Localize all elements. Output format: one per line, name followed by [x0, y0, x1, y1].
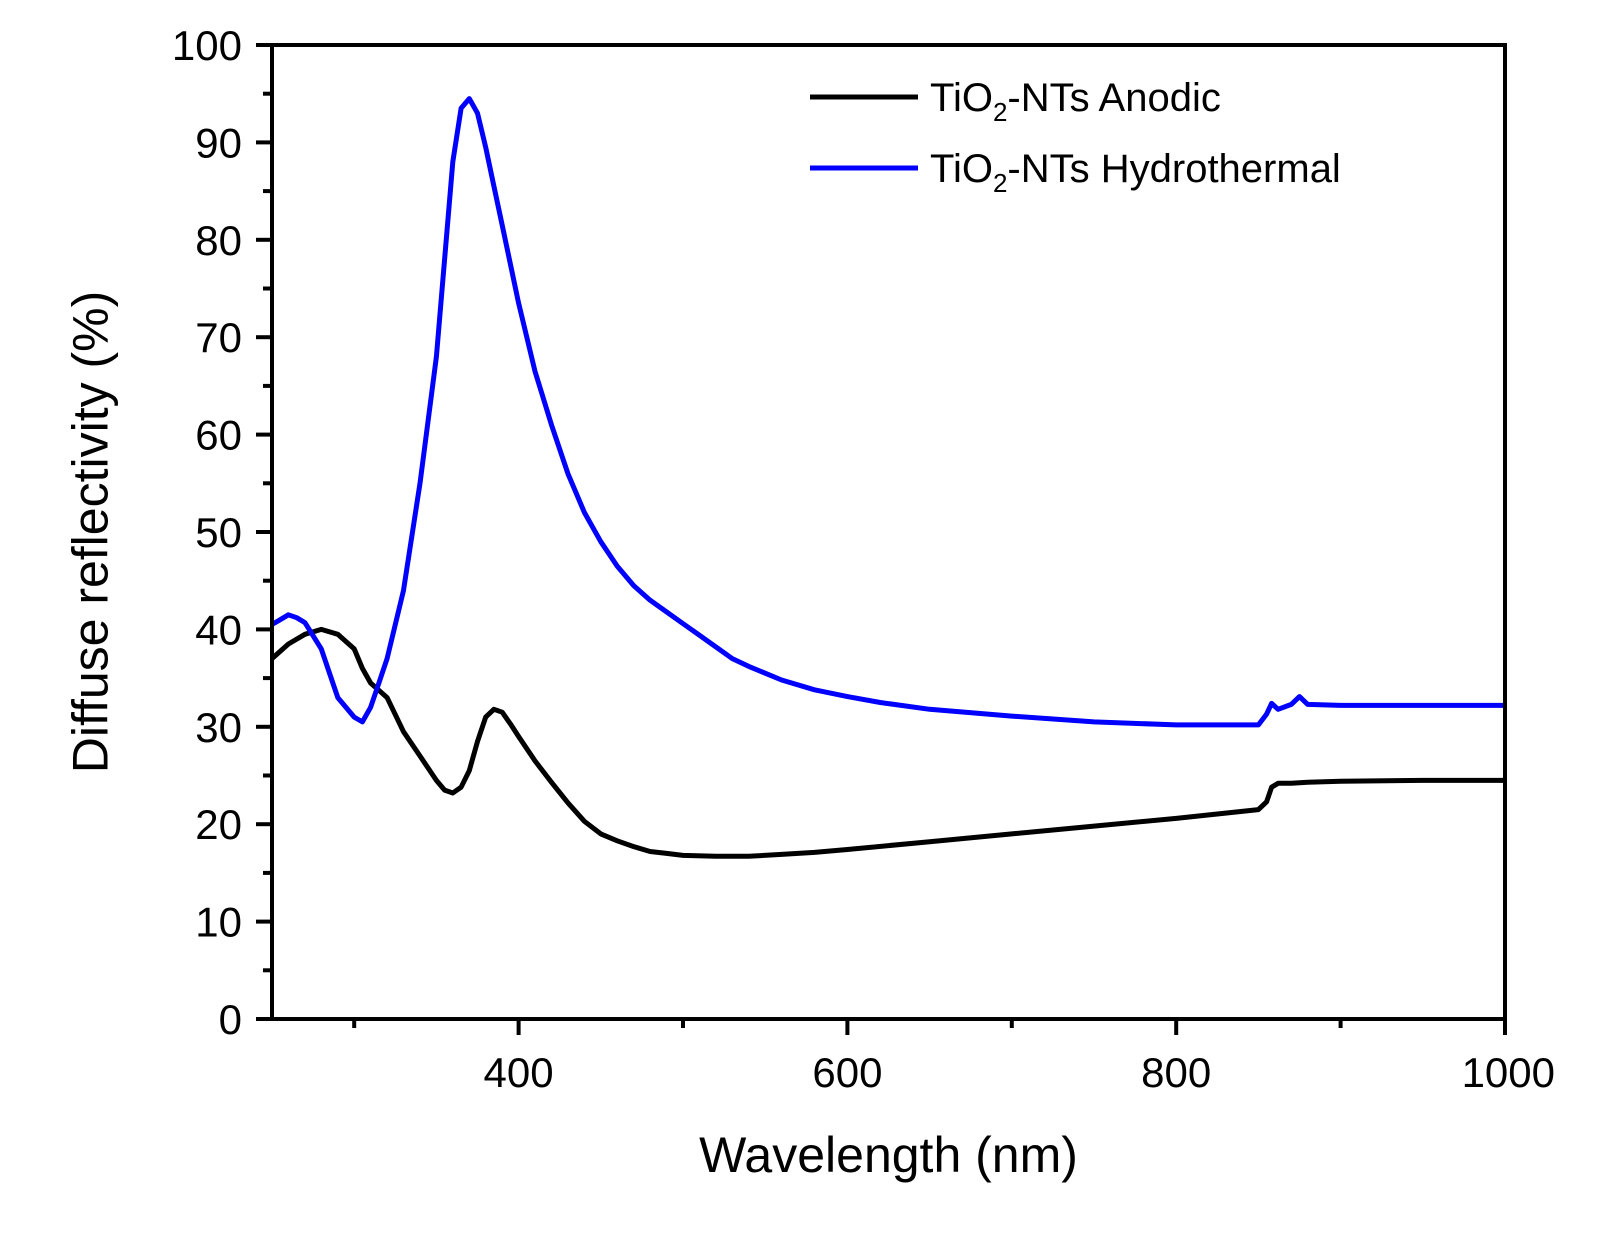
legend-label-hydrothermal: TiO2-NTs Hydrothermal — [930, 147, 1341, 198]
legend-label-anodic-subscript: 2 — [993, 97, 1007, 127]
y-tick-label: 40 — [195, 606, 242, 653]
y-tick-label: 70 — [195, 314, 242, 361]
series-line-hydrothermal — [272, 96, 1505, 728]
y-tick-label: 50 — [195, 509, 242, 556]
y-tick-label: 80 — [195, 217, 242, 264]
plot-frame — [270, 43, 1507, 1021]
series-line-anodic — [272, 626, 1505, 859]
legend-label-hydrothermal-subscript: 2 — [993, 168, 1007, 198]
x-tick-label: 400 — [484, 1049, 554, 1096]
y-tick-label: 10 — [195, 899, 242, 946]
x-tick-label: 800 — [1141, 1049, 1211, 1096]
y-axis-title: Diffuse reflectivity (%) — [63, 291, 119, 774]
series-layer — [272, 96, 1505, 859]
legend-label-hydrothermal-rest: -NTs Hydrothermal — [1007, 147, 1340, 191]
labels-layer: 0 10 20 30 40 50 60 70 80 90 100 400 600 800 1000 — [172, 22, 1555, 1096]
legend-label-anodic: TiO2-NTs Anodic — [930, 76, 1221, 127]
x-tick-label: 1000 — [1462, 1049, 1555, 1096]
legend-label-anodic-rest: -NTs Anodic — [1007, 76, 1220, 120]
y-tick-label: 20 — [195, 801, 242, 848]
y-tick-label: 90 — [195, 119, 242, 166]
x-tick-label: 600 — [812, 1049, 882, 1096]
legend-label-anodic-main: TiO — [930, 76, 993, 120]
y-tick-label: 100 — [172, 22, 242, 69]
y-tick-label: 60 — [195, 412, 242, 459]
y-tick-label: 0 — [219, 996, 242, 1043]
x-axis-title: Wavelength (nm) — [699, 1127, 1078, 1183]
legend-label-hydrothermal-main: TiO — [930, 147, 993, 191]
y-tick-label: 30 — [195, 704, 242, 751]
legend: TiO2-NTs Anodic TiO2-NTs Hydrothermal — [810, 76, 1341, 198]
legend-entry-anodic: TiO2-NTs Anodic — [810, 76, 1221, 127]
legend-entry-hydrothermal: TiO2-NTs Hydrothermal — [810, 147, 1341, 198]
